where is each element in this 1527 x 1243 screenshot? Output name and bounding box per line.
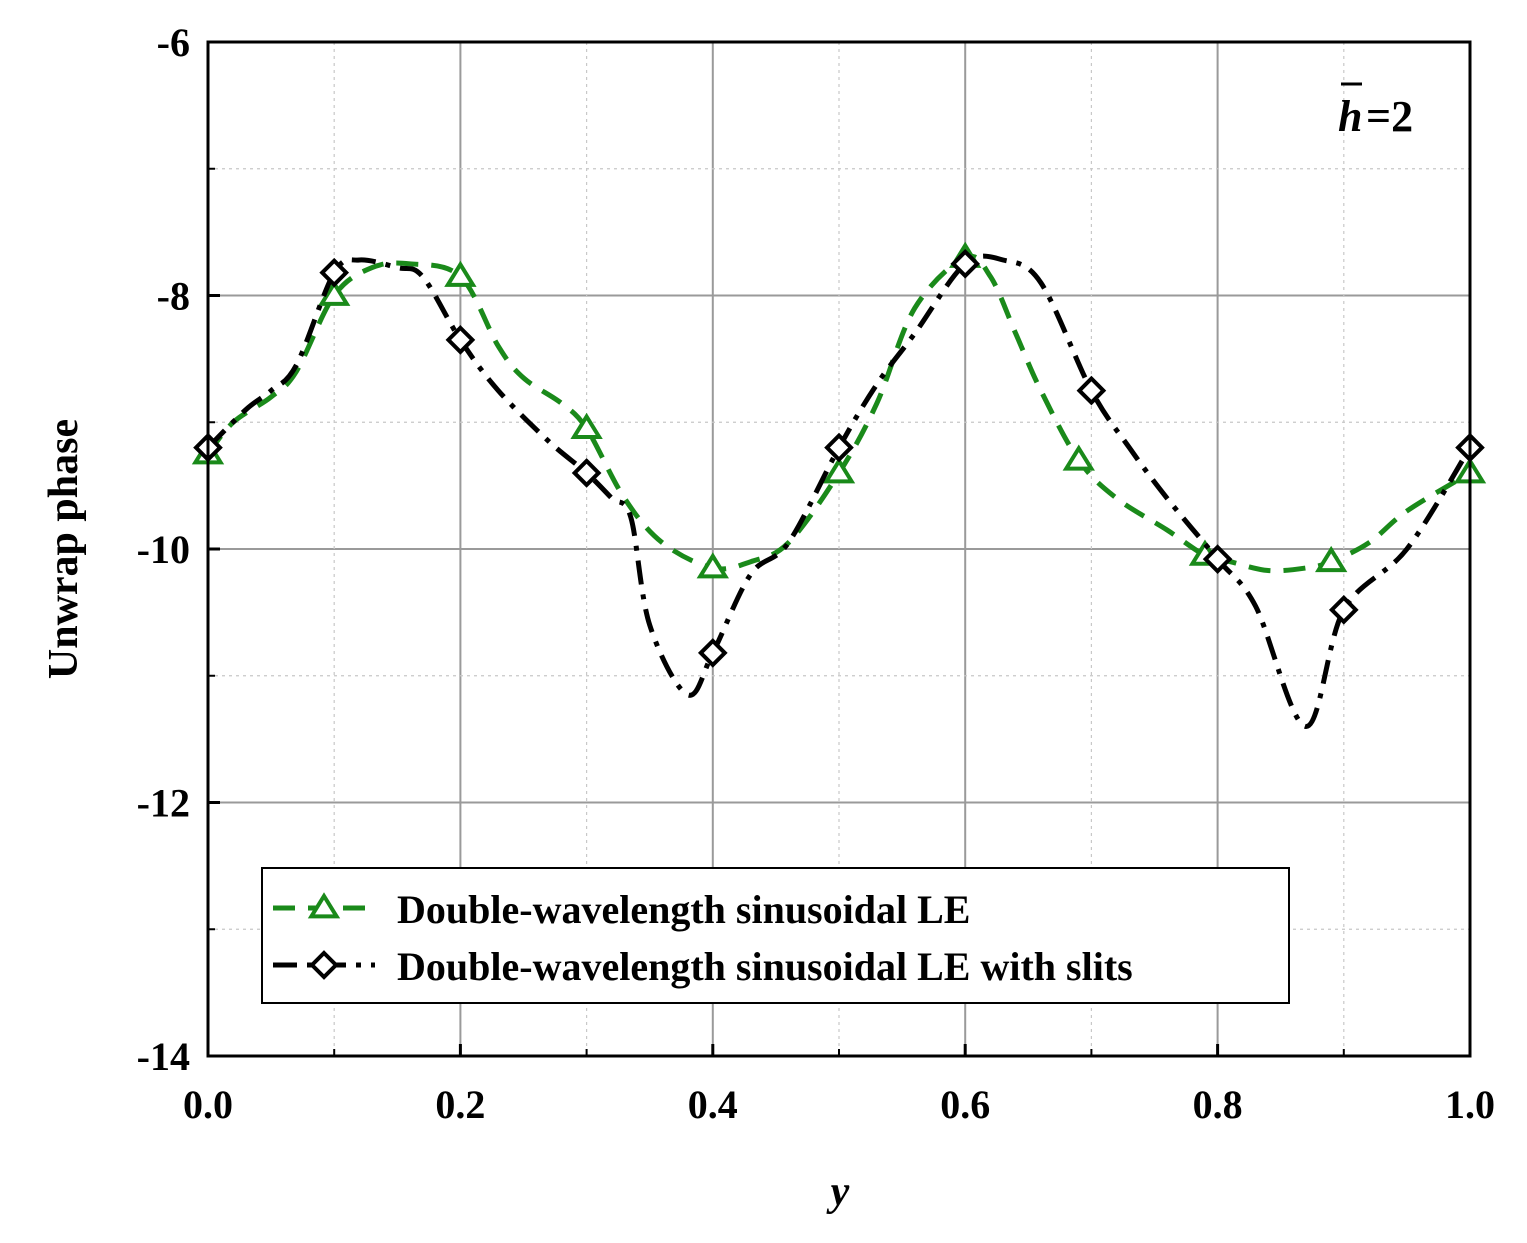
data-point-marker bbox=[822, 457, 856, 484]
data-point-marker bbox=[1062, 444, 1095, 471]
y-tick-label: -12 bbox=[137, 781, 190, 826]
x-tick-label: 0.2 bbox=[435, 1082, 485, 1127]
y-tick-label: -10 bbox=[137, 527, 190, 572]
y-axis-title: Unwrap phase bbox=[41, 419, 87, 679]
data-point-marker bbox=[824, 432, 854, 463]
data-point-marker bbox=[697, 638, 728, 668]
x-tick-label: 0.8 bbox=[1193, 1082, 1243, 1127]
annotation-h-bar: h =2 bbox=[1338, 82, 1413, 141]
legend-label-black: Double-wavelength sinusoidal LE with sli… bbox=[397, 944, 1133, 989]
legend-entry-black: Double-wavelength sinusoidal LE with sli… bbox=[273, 944, 1133, 989]
legend-marker bbox=[309, 950, 339, 980]
y-tick-label: -14 bbox=[137, 1034, 190, 1079]
data-point-marker bbox=[1076, 375, 1107, 406]
data-point-marker bbox=[318, 279, 351, 306]
annotation-symbol: h bbox=[1338, 92, 1362, 141]
legend-marker bbox=[307, 892, 341, 919]
x-tick-label: 0.4 bbox=[688, 1082, 738, 1127]
data-point-marker bbox=[445, 325, 476, 355]
data-point-marker bbox=[319, 257, 350, 288]
data-point-marker bbox=[570, 412, 603, 439]
tick-marks bbox=[206, 40, 1472, 1058]
data-point-marker bbox=[571, 458, 602, 488]
data-point-marker bbox=[1314, 545, 1348, 573]
legend-entry-green: Double-wavelength sinusoidal LE bbox=[273, 887, 970, 932]
data-point-marker bbox=[950, 248, 981, 279]
data-point-marker bbox=[444, 260, 477, 287]
legend-label-green: Double-wavelength sinusoidal LE bbox=[397, 887, 970, 932]
y-tick-label: -8 bbox=[157, 274, 190, 319]
data-point-marker bbox=[1202, 544, 1233, 574]
x-tick-label: 0.6 bbox=[940, 1082, 990, 1127]
data-point-marker bbox=[696, 552, 729, 579]
legend-box bbox=[261, 867, 1290, 1004]
legend: Double-wavelength sinusoidal LE Double-w… bbox=[261, 867, 1290, 1004]
tick-labels: 0.0 0.2 0.4 0.6 0.8 1.0 -14 -12 -10 -8 -6 bbox=[137, 20, 1495, 1127]
x-tick-label: 0.0 bbox=[183, 1082, 233, 1127]
y-tick-label: -6 bbox=[157, 20, 190, 65]
data-point-marker bbox=[1328, 595, 1359, 625]
x-axis-title: y bbox=[826, 1169, 850, 1215]
x-tick-label: 1.0 bbox=[1445, 1082, 1495, 1127]
annotation-value: =2 bbox=[1366, 92, 1413, 141]
